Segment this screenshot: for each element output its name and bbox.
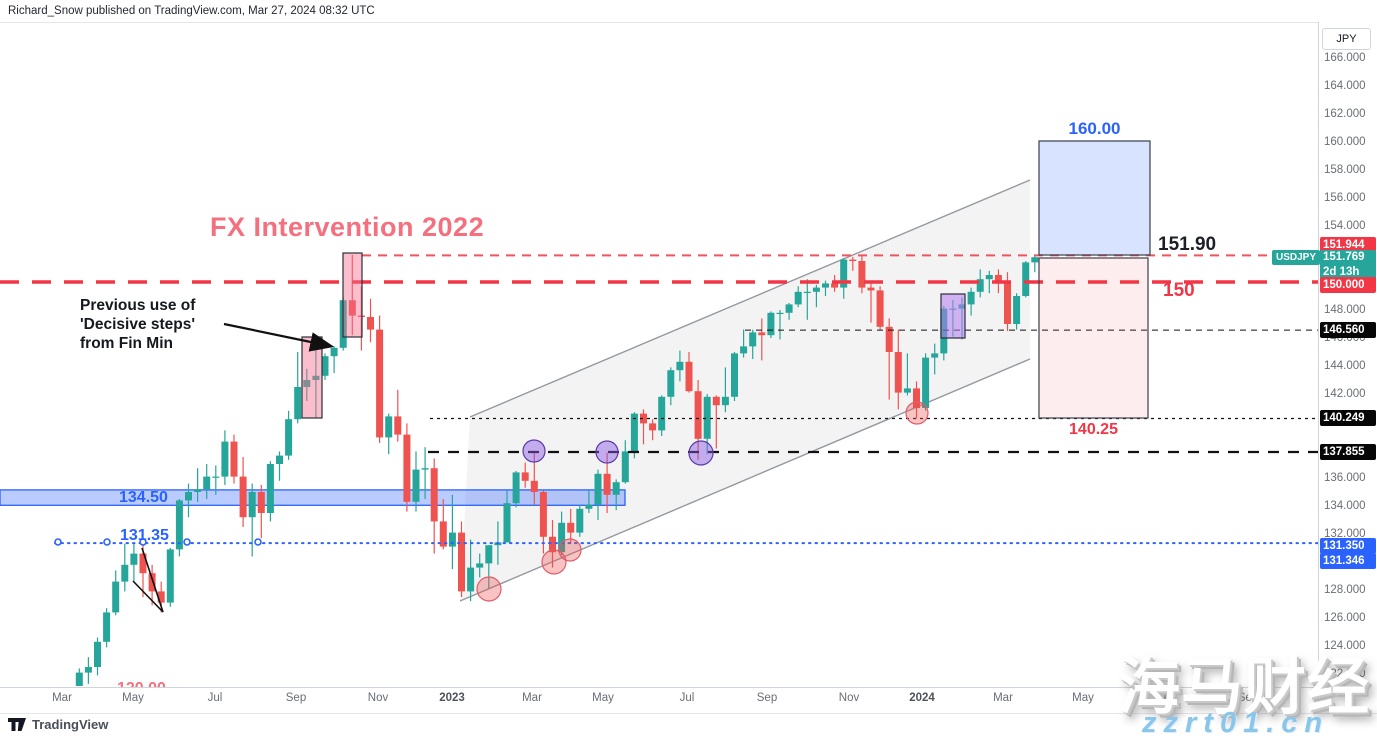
time-axis-label: Jul xyxy=(679,692,695,704)
price-label-chip: 140.249 xyxy=(1320,410,1376,426)
time-axis-label: Mar xyxy=(993,692,1013,704)
price-tick: 148.000 xyxy=(1324,304,1366,316)
price-tick: 158.000 xyxy=(1324,164,1366,176)
time-axis-label: Mar xyxy=(522,692,542,704)
price-label-chip: 137.855 xyxy=(1320,444,1376,460)
price-label-chip: 150.000 xyxy=(1320,277,1376,293)
time-axis-label: 2023 xyxy=(439,692,465,704)
price-tick: 156.000 xyxy=(1324,192,1366,204)
time-axis-label: May xyxy=(1072,692,1094,704)
target-price-label: 160.00 xyxy=(1068,119,1121,138)
price-tick: 122.000 xyxy=(1324,668,1366,680)
tradingview-attribution[interactable]: TradingView xyxy=(8,717,108,732)
tradingview-logo-icon xyxy=(8,717,26,731)
price-tick: 136.000 xyxy=(1324,472,1366,484)
price-tick: 126.000 xyxy=(1324,612,1366,624)
decisive-steps-annotation: Previous use of 'Decisive steps' from Fi… xyxy=(80,297,196,352)
time-axis-label: Sep xyxy=(285,692,307,704)
price-tick: 134.000 xyxy=(1324,500,1366,512)
zone-price-label: 134.50 xyxy=(119,489,168,506)
price-tick: 166.000 xyxy=(1324,52,1366,64)
price-label-chip: 146.560 xyxy=(1320,322,1376,338)
time-axis-label: 2024 xyxy=(909,692,935,704)
time-axis-label: Jul xyxy=(1160,692,1176,704)
tradingview-brand-text: TradingView xyxy=(32,717,109,732)
header-divider xyxy=(0,22,1377,23)
publication-byline: Richard_Snow published on TradingView.co… xyxy=(8,5,375,17)
time-axis-label: May xyxy=(592,692,614,704)
candlestick-chart-canvas[interactable] xyxy=(0,0,1318,742)
time-axis-label: Sep xyxy=(756,692,778,704)
time-axis-label: Jul xyxy=(207,692,223,704)
price-tick: 128.000 xyxy=(1324,584,1366,596)
price-label-chip: 131.350 xyxy=(1320,538,1376,554)
time-axis-label: Sep xyxy=(1237,692,1259,704)
time-axis[interactable]: Mar May Jul Sep Nov 2023 Mar May Jul Sep Nov 2024 Ma… xyxy=(0,687,1318,714)
time-axis-label: May xyxy=(122,692,144,704)
fx-intervention-annotation: FX Intervention 2022 xyxy=(210,212,485,242)
round-level-label: 150 xyxy=(1163,280,1195,301)
blue-line-price-label: 131.35 xyxy=(120,527,169,544)
price-label-chip: 151.769 2d 13h xyxy=(1320,250,1376,280)
price-tick: 144.000 xyxy=(1324,360,1366,372)
currency-toggle-button[interactable]: JPY xyxy=(1322,28,1371,50)
footer-divider xyxy=(0,713,1377,714)
price-tick: 164.000 xyxy=(1324,80,1366,92)
price-tick: 160.000 xyxy=(1324,136,1366,148)
site-watermark: zzrt01.cn xyxy=(1142,707,1330,739)
breakout-price-label: 151.90 xyxy=(1158,234,1217,255)
price-label-chip: 151.944 xyxy=(1320,237,1376,253)
price-tick: 162.000 xyxy=(1324,108,1366,120)
price-tick: 142.000 xyxy=(1324,388,1366,400)
support-price-label: 140.25 xyxy=(1069,421,1118,438)
price-tick: 132.000 xyxy=(1324,528,1366,540)
symbol-tag: USDJPY xyxy=(1272,250,1321,265)
time-axis-label: Nov xyxy=(367,692,389,704)
price-label-chip: 131.346 xyxy=(1320,553,1376,569)
brand-watermark: 海马财经 xyxy=(1118,653,1371,722)
time-axis-label: Mar xyxy=(52,692,72,704)
time-axis-label: Nov xyxy=(838,692,860,704)
price-axis[interactable]: 166.000 164.000 162.000 160.000 158.000 156.0… xyxy=(1318,22,1377,713)
price-tick: 124.000 xyxy=(1324,640,1366,652)
price-tick: 154.000 xyxy=(1324,220,1366,232)
